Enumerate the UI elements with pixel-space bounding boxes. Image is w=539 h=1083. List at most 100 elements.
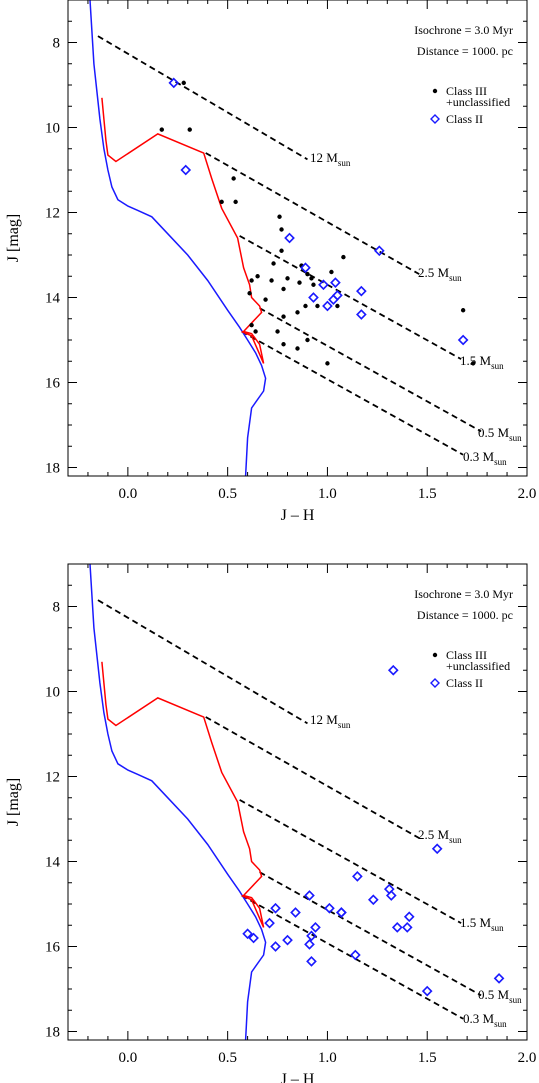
class3-point — [309, 276, 314, 281]
mass-label-value: 0.3 M — [463, 449, 495, 464]
mass-track-1 — [205, 716, 420, 839]
class2-point — [350, 949, 361, 961]
class3-point — [181, 80, 186, 86]
class2-point — [282, 934, 293, 946]
class2-point — [270, 941, 281, 952]
mass-label-subscript: sun — [494, 457, 507, 467]
class2-point — [457, 334, 469, 346]
class3-point — [325, 361, 330, 366]
y-tick-label: 16 — [45, 376, 61, 392]
mass-label: 0.3 Msun — [463, 1011, 507, 1029]
mass-track-4 — [241, 330, 464, 456]
plot-area — [89, 0, 482, 476]
isochrone-blue-line — [89, 0, 267, 476]
y-tick-label: 16 — [45, 940, 61, 956]
class2-point — [336, 907, 347, 918]
legend-class3-label: Class III — [446, 84, 487, 98]
class3-point — [271, 261, 276, 266]
mass-track-0 — [97, 599, 308, 725]
y-tick-label: 12 — [45, 770, 60, 786]
mass-label: 12 Msun — [310, 712, 351, 730]
class3-point — [460, 308, 466, 313]
legend-class3-label: Class III — [446, 648, 487, 662]
mass-label: 1.5 Msun — [460, 353, 504, 371]
class3-point — [159, 127, 164, 132]
y-tick-label: 10 — [45, 685, 60, 701]
class2-point — [356, 285, 367, 297]
class2-point — [336, 907, 347, 918]
class3-point — [470, 361, 476, 366]
mass-label-value: 1.5 M — [460, 915, 492, 930]
mass-label-value: 0.5 M — [478, 987, 510, 1002]
class3-point — [263, 297, 268, 302]
y-axis-title: J [mag] — [5, 214, 22, 262]
class2-point — [493, 973, 505, 984]
x-tick-label: 0.0 — [118, 486, 137, 502]
mass-label-value: 2.5 M — [418, 827, 450, 842]
class3-point — [341, 254, 346, 260]
class2-point — [304, 939, 315, 950]
isochrone-annotation: Isochrone = 3.0 Myr — [414, 23, 513, 37]
legend-class3-marker — [432, 652, 438, 658]
class3-point — [311, 282, 316, 287]
mass-label-subscript: sun — [494, 1019, 507, 1029]
class3-point — [249, 278, 254, 283]
legend-class3-label-2: +unclassified — [446, 659, 510, 673]
y-tick-label: 12 — [45, 206, 60, 222]
class3-point — [279, 248, 284, 253]
class2-point — [421, 985, 433, 997]
mass-label-subscript: sun — [449, 835, 462, 845]
class3-point — [249, 322, 254, 328]
mass-label: 2.5 Msun — [418, 827, 462, 845]
class3-point — [247, 291, 252, 296]
class2-point — [356, 309, 367, 320]
mass-label-subscript: sun — [509, 433, 522, 443]
mass-track-3 — [259, 307, 482, 433]
legend-class3-marker — [432, 88, 438, 94]
distance-annotation: Distance = 1000. pc — [417, 608, 513, 622]
mass-track-2 — [239, 799, 462, 924]
class3-point — [329, 269, 334, 275]
class3-point — [295, 310, 300, 315]
class2-point — [306, 956, 317, 967]
class2-point — [290, 907, 301, 918]
y-tick-label: 8 — [53, 600, 61, 616]
class3-point — [233, 199, 238, 205]
class2-point — [387, 664, 399, 676]
legend-class3-label-2: +unclassified — [446, 95, 510, 109]
class2-point — [373, 245, 385, 257]
class2-point — [322, 300, 333, 312]
x-tick-label: 0.0 — [118, 1050, 137, 1066]
class2-point — [324, 902, 335, 914]
class2-point — [304, 890, 315, 901]
class2-point — [318, 279, 329, 291]
y-tick-label: 18 — [45, 1025, 60, 1041]
class2-point — [310, 922, 321, 933]
x-axis-title: J – H — [281, 1071, 315, 1083]
class2-point — [401, 922, 413, 933]
class3-point — [219, 199, 224, 205]
class2-point — [248, 932, 259, 944]
class3-point — [303, 303, 308, 309]
class3-point — [253, 329, 258, 334]
class3-point — [297, 280, 302, 285]
mass-label-subscript: sun — [338, 720, 351, 730]
y-tick-label: 18 — [45, 461, 60, 477]
mass-label-value: 0.5 M — [478, 425, 510, 440]
mass-label: 0.5 Msun — [478, 987, 522, 1005]
isochrone-annotation: Isochrone = 3.0 Myr — [414, 587, 513, 601]
class2-point — [391, 922, 403, 933]
legend-class2-marker — [430, 114, 440, 124]
class3-point — [279, 227, 284, 232]
class2-point — [306, 930, 317, 942]
class3-point — [295, 346, 300, 351]
mass-label-value: 12 M — [310, 150, 338, 165]
mass-label-subscript: sun — [491, 361, 504, 371]
mass-label: 2.5 Msun — [418, 265, 462, 283]
y-tick-label: 14 — [45, 855, 61, 871]
distance-annotation: Distance = 1000. pc — [417, 44, 513, 58]
x-tick-label: 0.5 — [218, 1050, 237, 1066]
